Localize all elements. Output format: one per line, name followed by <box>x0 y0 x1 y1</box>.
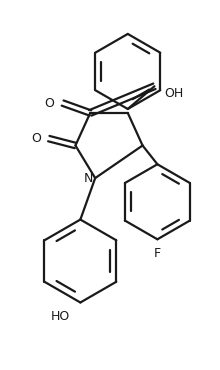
Text: N: N <box>84 172 93 185</box>
Text: O: O <box>44 97 54 110</box>
Text: HO: HO <box>51 310 70 323</box>
Text: O: O <box>31 132 41 145</box>
Text: F: F <box>154 247 161 260</box>
Text: OH: OH <box>164 87 183 100</box>
